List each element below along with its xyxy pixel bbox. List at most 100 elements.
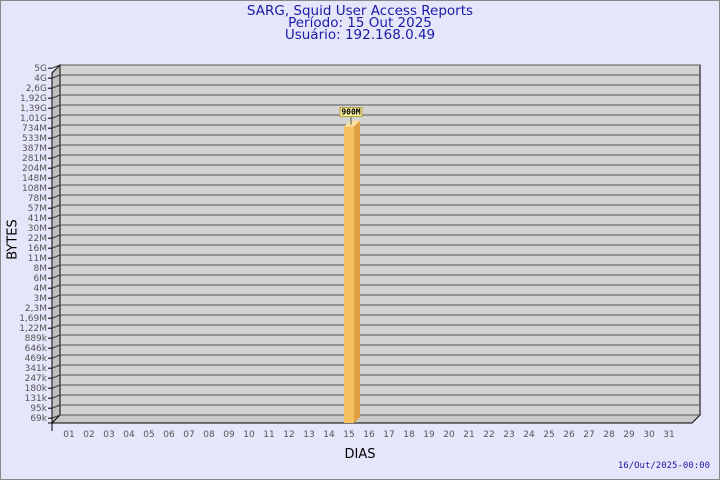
y-tick-label: 22M xyxy=(28,234,47,244)
y-tick-label: 148M xyxy=(22,174,47,184)
chart-subtitle-period: Período: 15 Out 2025 xyxy=(288,15,432,31)
gridline-side xyxy=(51,324,61,329)
x-tick-label: 04 xyxy=(123,430,135,440)
x-axis-label: DIAS xyxy=(344,447,376,462)
gridline-side xyxy=(51,254,61,259)
bar-side xyxy=(354,120,360,423)
gridline-side xyxy=(51,74,61,79)
y-tick-label: 1,92G xyxy=(20,94,47,104)
x-tick-label: 30 xyxy=(643,430,655,440)
x-tick-label: 05 xyxy=(143,430,154,440)
x-tick-label: 18 xyxy=(403,430,415,440)
x-tick-label: 29 xyxy=(623,430,635,440)
y-tick-label: 5G xyxy=(34,64,47,74)
y-tick-label: 41M xyxy=(28,214,47,224)
gridline-side xyxy=(51,294,61,299)
gridline-side xyxy=(51,184,61,189)
y-tick-label: 734M xyxy=(22,124,47,134)
y-tick-label: 533M xyxy=(22,134,47,144)
gridline-side xyxy=(51,174,61,179)
y-tick-label: 2,6G xyxy=(26,84,47,94)
gridline-side xyxy=(51,234,61,239)
x-tick-label: 10 xyxy=(243,430,255,440)
data-label-box xyxy=(339,107,363,118)
y-tick-label: 4G xyxy=(34,74,47,84)
y-tick-label: 95k xyxy=(30,404,47,414)
x-tick-label: 28 xyxy=(603,430,615,440)
y-tick-label: 1,69M xyxy=(19,314,47,324)
y-tick-label: 646k xyxy=(25,344,48,354)
gridline-side xyxy=(51,114,61,119)
y-tick-label: 131k xyxy=(25,394,48,404)
y-tick-label: 30M xyxy=(28,224,47,234)
x-tick-label: 08 xyxy=(203,430,215,440)
gridline-side xyxy=(51,154,61,159)
gridline-side xyxy=(51,334,61,339)
y-tick-label: 387M xyxy=(22,144,47,154)
gridline-side xyxy=(51,64,61,69)
y-tick-label: 3M xyxy=(34,294,48,304)
gridline-side xyxy=(51,344,61,349)
gridline-side xyxy=(51,224,61,229)
y-tick-label: 2,3M xyxy=(25,304,47,314)
x-tick-label: 26 xyxy=(563,430,575,440)
x-tick-label: 22 xyxy=(483,430,494,440)
y-tick-label: 8M xyxy=(34,264,48,274)
generated-timestamp: 16/Out/2025-00:00 xyxy=(617,461,710,471)
gridline-side xyxy=(51,134,61,139)
gridline-side xyxy=(51,274,61,279)
x-tick-label: 17 xyxy=(383,430,394,440)
data-label: 900M xyxy=(341,108,360,117)
gridline-side xyxy=(51,214,61,219)
y-tick-label: 1,22M xyxy=(19,324,47,334)
gridline-side xyxy=(51,264,61,269)
gridline-side xyxy=(51,84,61,89)
y-tick-label: 469k xyxy=(25,354,48,364)
gridline-side xyxy=(51,144,61,149)
y-tick-label: 204M xyxy=(22,164,47,174)
plot-side-wall xyxy=(51,63,61,425)
chart-subtitle-user: Usuário: 192.168.0.49 xyxy=(284,27,436,43)
gridline-side xyxy=(51,354,61,359)
x-tick-label: 21 xyxy=(463,430,474,440)
gridline-side xyxy=(51,304,61,309)
y-tick-label: 108M xyxy=(22,184,47,194)
y-tick-label: 889k xyxy=(25,334,48,344)
x-tick-label: 15 xyxy=(343,430,354,440)
y-tick-label: 180k xyxy=(25,384,48,394)
x-tick-label: 24 xyxy=(523,430,535,440)
x-tick-label: 14 xyxy=(323,430,335,440)
bar-top xyxy=(344,120,360,127)
y-tick-label: 78M xyxy=(28,194,47,204)
x-tick-label: 11 xyxy=(263,430,274,440)
x-tick-label: 02 xyxy=(83,430,94,440)
x-tick-label: 16 xyxy=(363,430,375,440)
y-tick-label: 247k xyxy=(25,374,48,384)
x-tick-label: 12 xyxy=(283,430,294,440)
gridline-side xyxy=(51,414,61,419)
x-tick-label: 31 xyxy=(663,430,674,440)
y-tick-label: 6M xyxy=(34,274,48,284)
x-tick-label: 09 xyxy=(223,430,235,440)
x-tick-label: 06 xyxy=(163,430,175,440)
gridline-side xyxy=(51,244,61,249)
plot-back-plane xyxy=(59,64,701,416)
bar xyxy=(344,126,354,423)
gridline-side xyxy=(51,404,61,409)
x-tick-label: 03 xyxy=(103,430,114,440)
x-tick-label: 20 xyxy=(443,430,455,440)
x-tick-label: 25 xyxy=(543,430,554,440)
y-tick-label: 69k xyxy=(30,414,47,424)
plot-floor xyxy=(50,414,702,424)
gridline-side xyxy=(51,374,61,379)
chart-title: SARG, Squid User Access Reports xyxy=(246,3,474,19)
gridline-side xyxy=(51,124,61,129)
x-tick-label: 27 xyxy=(583,430,594,440)
gridline-side xyxy=(51,364,61,369)
gridline-side xyxy=(51,104,61,109)
y-tick-label: 57M xyxy=(28,204,47,214)
y-tick-label: 16M xyxy=(28,244,47,254)
gridline-side xyxy=(51,204,61,209)
gridline-side xyxy=(51,394,61,399)
